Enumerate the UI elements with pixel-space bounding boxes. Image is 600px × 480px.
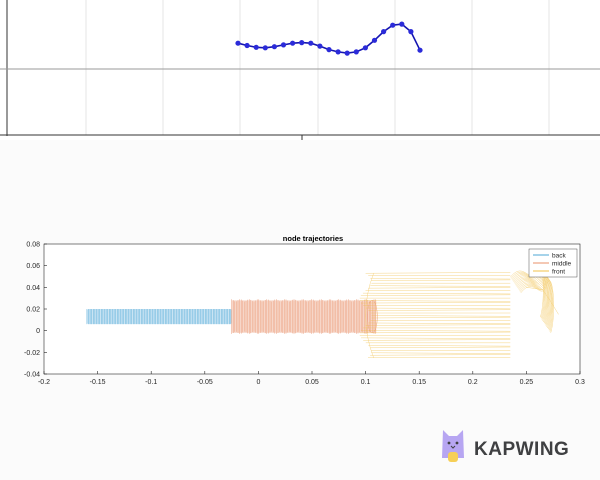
x-tick-label: 0.15 xyxy=(412,379,426,386)
legend: back middle front xyxy=(528,248,578,278)
snake-node xyxy=(253,44,259,50)
snake-nodes xyxy=(235,21,423,56)
snake-node xyxy=(381,29,387,35)
snake-node xyxy=(335,49,341,55)
snake-node xyxy=(371,37,378,43)
kapwing-watermark: KAPWING xyxy=(442,430,569,462)
chart-title: node trajectories xyxy=(283,234,343,243)
x-tick-label: 0.25 xyxy=(520,379,534,386)
x-tick-label: 0.1 xyxy=(361,379,371,386)
snake-node xyxy=(299,40,305,46)
y-tick-label: 0 xyxy=(36,328,40,335)
series-front xyxy=(359,265,559,358)
snake-node xyxy=(417,47,423,53)
y-tick-label: -0.04 xyxy=(24,372,40,379)
legend-label-back: back xyxy=(552,253,566,260)
snake-node xyxy=(244,42,250,49)
x-tick-label: 0.3 xyxy=(575,379,585,386)
x-tick-label: -0.15 xyxy=(90,379,106,386)
y-tick-label: 0.08 xyxy=(26,242,40,249)
y-tick-label: -0.02 xyxy=(24,350,40,357)
x-tick-label: -0.2 xyxy=(38,379,50,386)
y-tick-label: 0.06 xyxy=(26,263,40,270)
snake-node xyxy=(280,42,287,48)
top-grid xyxy=(85,0,550,135)
x-tick-label: 0.05 xyxy=(305,379,319,386)
snake-node xyxy=(290,40,296,46)
x-axis: -0.2 -0.15 -0.1 -0.05 0 0.05 0.1 0.15 0.2 0.25 0.3 xyxy=(38,371,585,386)
x-tick-label: -0.1 xyxy=(145,379,157,386)
series-middle xyxy=(231,299,378,335)
snake-node xyxy=(317,43,323,49)
y-tick-label: 0.04 xyxy=(26,285,40,292)
snake-node xyxy=(271,44,277,50)
snake-node xyxy=(326,47,332,53)
x-tick-label: 0 xyxy=(256,379,260,386)
snake-node xyxy=(353,49,359,55)
snake-node xyxy=(362,45,368,51)
snake-node xyxy=(399,21,405,27)
snake-node xyxy=(344,50,350,56)
plot-area xyxy=(43,243,581,375)
snake-node xyxy=(408,29,414,35)
snake-node xyxy=(262,45,268,51)
y-axis: -0.04 -0.02 0 0.02 0.04 0.06 0.08 xyxy=(24,242,47,379)
x-tick-label: 0.2 xyxy=(468,379,478,386)
kapwing-wordmark: KAPWING xyxy=(474,439,569,460)
y-tick-label: 0.02 xyxy=(26,307,40,314)
series-back xyxy=(86,309,232,325)
x-tick-label: -0.05 xyxy=(197,379,213,386)
node-trajectories-chart: node trajectories -0.2 -0.15 -0.1 -0.05 0 0.0… xyxy=(24,234,585,386)
snake-node xyxy=(390,22,396,28)
legend-label-front: front xyxy=(552,269,565,276)
series-layer xyxy=(86,265,559,358)
snake-node xyxy=(308,40,314,46)
kapwing-logo-icon xyxy=(442,430,464,462)
top-trajectory-panel xyxy=(0,0,600,140)
snake-node xyxy=(235,40,241,46)
legend-label-middle: middle xyxy=(552,261,572,268)
